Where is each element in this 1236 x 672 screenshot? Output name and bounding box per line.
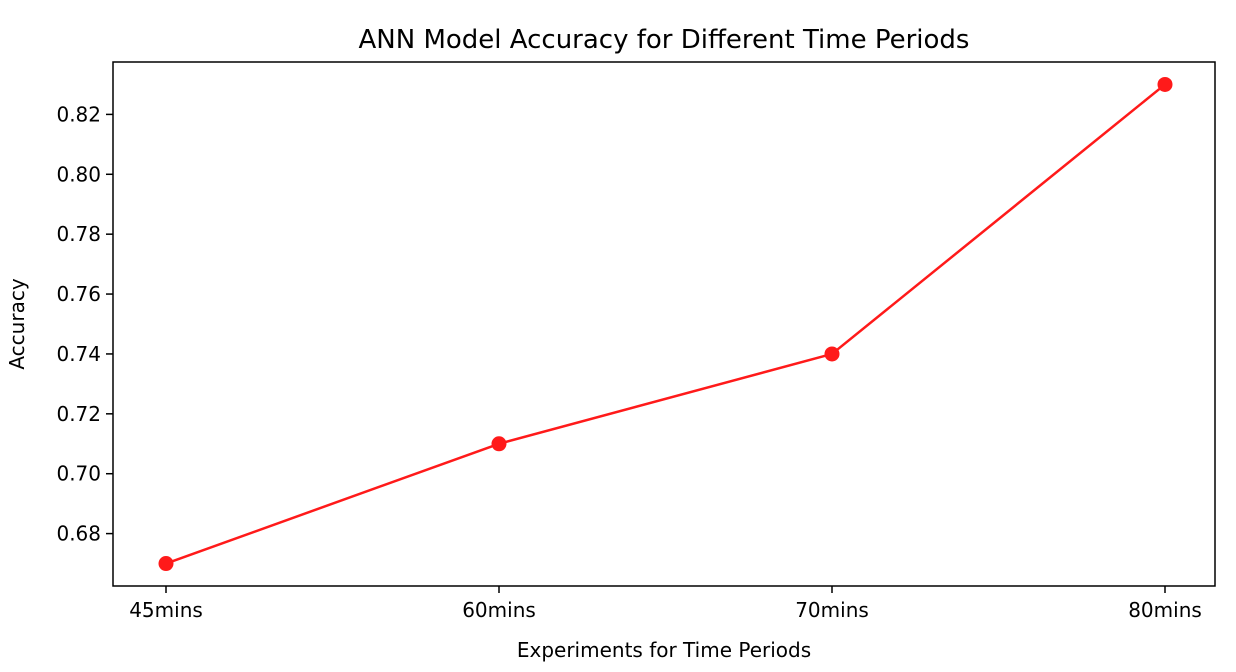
y-tick-label: 0.82 <box>56 102 101 126</box>
series-line <box>165 83 1166 565</box>
x-tick-label: 80mins <box>1128 598 1202 622</box>
y-tick-label: 0.78 <box>56 222 101 246</box>
data-point-70mins <box>824 346 840 362</box>
y-axis: 0.68 0.70 0.72 0.74 0.76 0.78 0.80 0.82 <box>56 102 113 546</box>
x-axis-label: Experiments for Time Periods <box>517 638 811 662</box>
x-axis: 45mins 60mins 70mins 80mins <box>129 586 1202 622</box>
y-tick-label: 0.72 <box>56 402 101 426</box>
chart-title: ANN Model Accuracy for Different Time Pe… <box>359 25 970 55</box>
y-tick-label: 0.74 <box>56 342 101 366</box>
series-layer <box>158 76 1173 572</box>
x-tick-label: 70mins <box>795 598 869 622</box>
x-tick-label: 45mins <box>129 598 203 622</box>
y-axis-label: Accuracy <box>5 278 29 369</box>
plot-frame <box>112 61 1216 587</box>
y-tick-label: 0.68 <box>56 522 101 546</box>
x-tick-label: 60mins <box>462 598 536 622</box>
y-tick-label: 0.70 <box>56 462 101 486</box>
data-point-60mins <box>491 436 507 452</box>
data-point-45mins <box>158 556 174 572</box>
y-tick-label: 0.76 <box>56 282 101 306</box>
y-tick-label: 0.80 <box>56 162 101 186</box>
data-point-80mins <box>1157 76 1173 92</box>
